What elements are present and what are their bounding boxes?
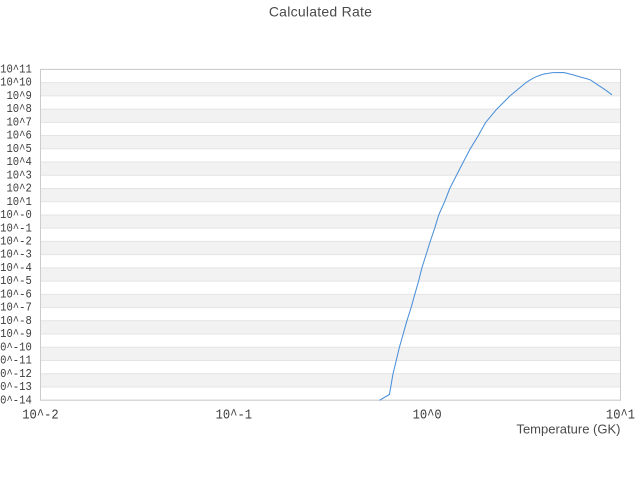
svg-text:10^4: 10^4 [6,157,32,170]
svg-text:10^-13: 10^-13 [0,382,32,395]
svg-text:10^-2: 10^-2 [0,236,32,249]
svg-text:10^0: 10^0 [413,407,442,423]
svg-text:10^-1: 10^-1 [216,407,253,423]
svg-text:10^6: 10^6 [6,130,32,143]
svg-text:10^-11: 10^-11 [0,355,32,368]
svg-text:10^-0: 10^-0 [0,210,32,223]
svg-text:10^3: 10^3 [6,170,32,183]
svg-text:10^1: 10^1 [6,196,32,209]
svg-text:10^8: 10^8 [6,104,32,117]
svg-text:10^-14: 10^-14 [0,395,32,408]
svg-text:10^-7: 10^-7 [0,302,32,315]
svg-text:10^-2: 10^-2 [22,407,58,423]
svg-text:10^11: 10^11 [0,64,32,77]
svg-text:10^-3: 10^-3 [0,249,32,262]
svg-text:10^9: 10^9 [6,90,31,103]
svg-text:10^-1: 10^-1 [0,223,32,236]
svg-text:Temperature (GK): Temperature (GK) [516,422,620,437]
svg-text:10^1: 10^1 [606,407,635,423]
svg-text:10^-5: 10^-5 [0,276,32,289]
svg-text:10^-4: 10^-4 [0,262,32,275]
svg-text:Calculated Rate: Calculated Rate [269,3,372,19]
svg-text:10^-10: 10^-10 [0,342,32,355]
svg-text:10^7: 10^7 [6,117,31,130]
svg-text:10^2: 10^2 [6,183,31,196]
svg-text:10^-6: 10^-6 [0,289,32,302]
svg-text:10^10: 10^10 [0,77,32,90]
svg-text:10^-9: 10^-9 [0,329,32,342]
svg-text:10^-8: 10^-8 [0,315,32,328]
svg-text:10^5: 10^5 [6,143,32,156]
svg-text:10^-12: 10^-12 [0,368,32,381]
